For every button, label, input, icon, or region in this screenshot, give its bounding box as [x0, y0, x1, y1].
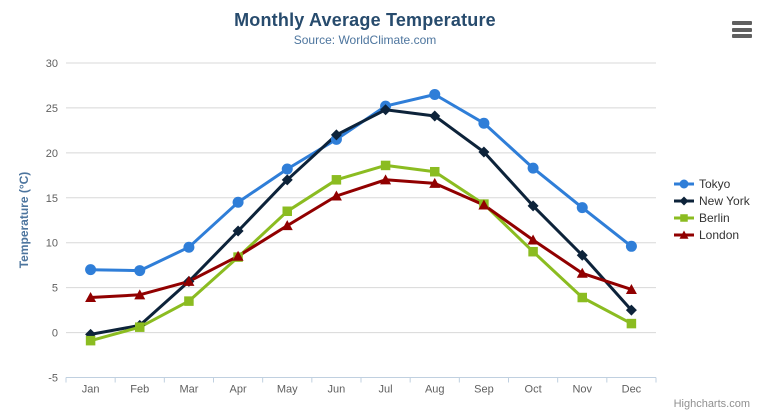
legend-marker-berlin[interactable]	[680, 214, 688, 222]
series-line-berlin[interactable]	[89, 163, 633, 343]
marker-berlin[interactable]	[184, 296, 194, 306]
y-axis-label: 0	[52, 328, 58, 340]
marker-london[interactable]	[232, 250, 244, 261]
marker-london[interactable]	[330, 190, 342, 201]
marker-new-york[interactable]	[380, 104, 392, 116]
chart-title: Monthly Average Temperature	[234, 10, 496, 30]
marker-tokyo[interactable]	[429, 88, 441, 100]
marker-london[interactable]	[625, 283, 637, 294]
marker-new-york[interactable]	[330, 129, 342, 141]
legend-item-new-york[interactable]: New York	[674, 193, 750, 209]
marker-tokyo[interactable]	[625, 240, 637, 252]
marker-london[interactable]	[527, 234, 539, 245]
triangle-marker-icon	[674, 230, 694, 239]
marker-berlin[interactable]	[380, 160, 391, 171]
marker-london[interactable]	[429, 177, 441, 188]
marker-tokyo[interactable]	[576, 202, 588, 214]
marker-tokyo[interactable]	[183, 241, 195, 253]
y-axis-label: -5	[48, 373, 58, 385]
marker-tokyo[interactable]	[527, 162, 539, 174]
marker-berlin[interactable]	[626, 318, 637, 329]
square-marker-icon	[674, 214, 694, 222]
export-menu-button[interactable]	[732, 21, 752, 38]
marker-london[interactable]	[134, 289, 146, 300]
marker-berlin[interactable]	[282, 206, 293, 217]
chart-subtitle: Source: WorldClimate.com	[293, 33, 437, 47]
y-axis-label: 25	[46, 103, 58, 115]
marker-new-york[interactable]	[625, 304, 637, 316]
legend-label: Berlin	[699, 211, 730, 225]
x-axis-label: Apr	[230, 384, 247, 396]
legend-label: London	[699, 228, 740, 242]
marker-berlin[interactable]	[85, 335, 96, 346]
marker-london[interactable]	[576, 267, 588, 278]
highcharts-credits-link[interactable]: Highcharts.com	[673, 398, 750, 410]
marker-berlin[interactable]	[331, 175, 342, 185]
marker-new-york[interactable]	[232, 225, 244, 237]
y-axis-title: Temperature (°C)	[17, 171, 31, 269]
hamburger-icon	[732, 21, 752, 38]
diamond-marker-icon	[674, 196, 694, 206]
x-axis-label: Nov	[572, 384, 592, 396]
legend-marker-new-york[interactable]	[679, 196, 689, 206]
y-axis-label: 10	[46, 238, 58, 250]
marker-tokyo[interactable]	[232, 196, 244, 208]
hamburger-bar	[732, 21, 752, 25]
marker-tokyo[interactable]	[134, 265, 146, 277]
series-line-london[interactable]	[89, 178, 633, 299]
marker-berlin[interactable]	[528, 246, 538, 257]
marker-london[interactable]	[281, 220, 293, 231]
x-axis-label: Oct	[525, 384, 542, 396]
x-axis-label: Feb	[130, 384, 149, 396]
x-axis-label: Sep	[474, 384, 494, 396]
marker-london[interactable]	[85, 292, 97, 303]
legend-item-london[interactable]: London	[674, 227, 750, 243]
x-axis-label: Mar	[179, 384, 198, 396]
marker-berlin[interactable]	[430, 166, 440, 177]
series-line-new-york[interactable]	[89, 108, 633, 336]
marker-london[interactable]	[183, 275, 195, 286]
marker-new-york[interactable]	[281, 174, 293, 186]
marker-new-york[interactable]	[527, 200, 539, 212]
marker-new-york[interactable]	[576, 249, 588, 261]
x-axis-label: Jan	[82, 384, 100, 396]
x-axis-label: Dec	[622, 384, 642, 396]
marker-berlin[interactable]	[135, 322, 145, 332]
legend-marker-tokyo[interactable]	[679, 179, 689, 189]
marker-tokyo[interactable]	[478, 117, 490, 129]
x-axis-label: May	[277, 384, 298, 396]
circle-marker-icon	[674, 179, 694, 189]
x-axis-label: Jul	[379, 384, 393, 396]
marker-london[interactable]	[380, 174, 392, 185]
legend-item-berlin[interactable]: Berlin	[674, 210, 750, 226]
y-axis-label: 5	[52, 283, 58, 295]
marker-new-york[interactable]	[429, 110, 441, 122]
legend: Tokyo New York Berlin London	[674, 176, 750, 243]
marker-london[interactable]	[478, 199, 490, 210]
x-axis-label: Aug	[425, 384, 445, 396]
legend-label: New York	[699, 194, 750, 208]
legend-marker-london[interactable]	[679, 230, 689, 239]
legend-label: Tokyo	[699, 177, 731, 191]
marker-tokyo[interactable]	[85, 264, 97, 276]
hamburger-bar	[732, 27, 752, 32]
marker-berlin[interactable]	[577, 292, 588, 303]
legend-item-tokyo[interactable]: Tokyo	[674, 176, 750, 192]
marker-tokyo[interactable]	[281, 163, 293, 175]
y-axis-label: 20	[46, 148, 58, 160]
hamburger-bar	[732, 34, 752, 38]
y-axis-label: 15	[46, 193, 58, 205]
x-axis-label: Jun	[328, 384, 346, 396]
marker-new-york[interactable]	[478, 146, 490, 158]
y-axis-label: 30	[46, 58, 58, 70]
